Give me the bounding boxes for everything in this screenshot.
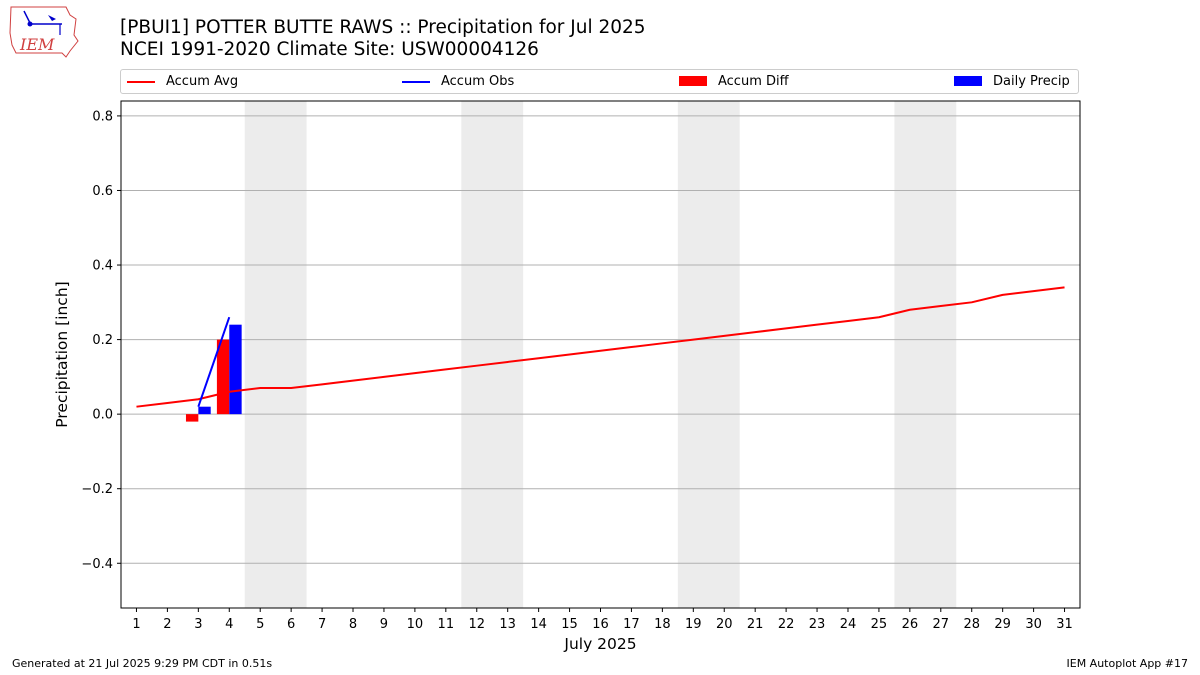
x-tick-label: 2	[163, 617, 171, 632]
x-tick-label: 8	[349, 617, 357, 632]
footer-app-id: IEM Autoplot App #17	[1066, 657, 1189, 670]
legend-label-accum-avg: Accum Avg	[166, 74, 239, 89]
x-tick-label: 1	[132, 617, 140, 632]
x-tick-label: 3	[194, 617, 202, 632]
y-tick-label: 0.8	[92, 109, 113, 124]
weekend-shade	[461, 101, 524, 608]
chart-legend: Accum Avg Accum Obs Accum Diff Daily Pre…	[120, 69, 1079, 94]
bar-accum-diff	[216, 339, 230, 415]
x-tick-label: 28	[963, 617, 980, 632]
x-tick-label: 30	[1025, 617, 1042, 632]
bar-accum-diff	[185, 414, 199, 422]
legend-label-accum-diff: Accum Diff	[718, 74, 789, 89]
y-tick-label: 0.6	[92, 184, 113, 199]
x-tick-label: 7	[318, 617, 326, 632]
title-line-1: [PBUI1] POTTER BUTTE RAWS :: Precipitati…	[120, 17, 646, 38]
iem-logo: IEM	[9, 6, 79, 58]
x-tick-label: 14	[530, 617, 547, 632]
x-tick-label: 21	[747, 617, 764, 632]
x-tick-label: 20	[716, 617, 733, 632]
x-tick-label: 15	[561, 617, 578, 632]
legend-swatch-accum-diff	[679, 76, 707, 86]
x-tick-label: 13	[499, 617, 516, 632]
x-tick-label: 18	[654, 617, 671, 632]
x-axis-label: July 2025	[563, 635, 636, 653]
x-tick-label: 4	[225, 617, 233, 632]
x-tick-label: 6	[287, 617, 295, 632]
x-tick-label: 24	[840, 617, 857, 632]
x-tick-label: 29	[994, 617, 1011, 632]
y-tick-label: −0.2	[81, 482, 113, 497]
x-tick-label: 31	[1056, 617, 1073, 632]
y-tick-label: 0.4	[92, 259, 113, 274]
x-tick-label: 16	[592, 617, 609, 632]
y-tick-label: 0.0	[92, 408, 113, 423]
x-tick-label: 11	[438, 617, 455, 632]
weekend-shade	[894, 101, 957, 608]
x-tick-label: 9	[380, 617, 388, 632]
x-tick-label: 25	[871, 617, 888, 632]
legend-label-accum-obs: Accum Obs	[441, 74, 515, 89]
title-line-2: NCEI 1991-2020 Climate Site: USW00004126	[120, 39, 539, 60]
weekend-shade	[677, 101, 740, 608]
legend-label-daily-precip: Daily Precip	[993, 74, 1070, 89]
series-line-accum-obs	[197, 316, 231, 408]
legend-swatch-daily-precip	[954, 76, 982, 86]
x-tick-label: 12	[468, 617, 485, 632]
x-tick-label: 22	[778, 617, 795, 632]
logo-text: IEM	[19, 35, 55, 54]
legend-swatch-accum-avg	[127, 81, 155, 83]
legend-swatch-accum-obs	[402, 81, 430, 83]
x-tick-label: 19	[685, 617, 702, 632]
bar-daily-precip	[229, 324, 242, 415]
bar-daily-precip	[198, 406, 211, 415]
y-tick-label: 0.2	[92, 333, 113, 348]
x-tick-label: 27	[933, 617, 950, 632]
x-tick-label: 26	[902, 617, 919, 632]
x-tick-label: 10	[407, 617, 424, 632]
x-tick-label: 23	[809, 617, 826, 632]
y-tick-label: −0.4	[81, 557, 113, 572]
y-axis-label: Precipitation [inch]	[53, 281, 71, 427]
weekend-shade	[244, 101, 307, 608]
footer-generated: Generated at 21 Jul 2025 9:29 PM CDT in …	[12, 657, 273, 670]
x-tick-label: 5	[256, 617, 264, 632]
x-tick-label: 17	[623, 617, 640, 632]
chart-title: [PBUI1] POTTER BUTTE RAWS :: Precipitati…	[120, 17, 646, 61]
series-line-accum-avg	[136, 286, 1065, 408]
